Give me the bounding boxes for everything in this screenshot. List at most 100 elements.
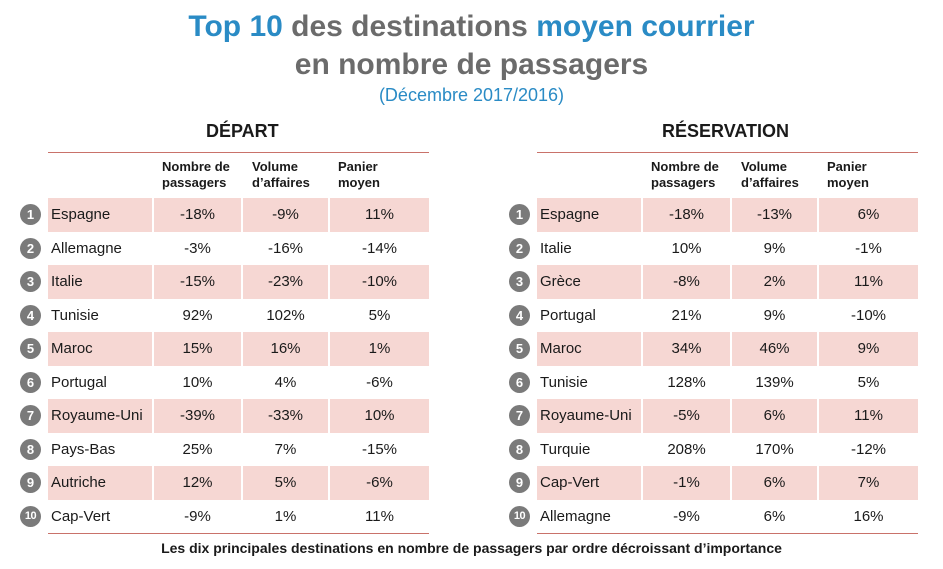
reservation-table: Nombre de passagers Volume d’affaires Pani… — [509, 152, 918, 534]
data-value: -39% — [179, 407, 216, 424]
data-value: 46% — [759, 340, 790, 357]
row-highlight — [537, 332, 641, 366]
row-highlight — [537, 399, 641, 433]
data-value: -1% — [855, 239, 882, 257]
row-highlight — [819, 332, 918, 366]
table-row: 1 Espagne -18% -13% 6% — [509, 198, 918, 232]
rank-badge: 6 — [20, 371, 41, 393]
row-highlight — [732, 332, 817, 366]
row-highlight — [48, 466, 152, 500]
rank-badge: 10 — [509, 505, 530, 527]
row-highlight — [537, 265, 641, 299]
rank-badge: 5 — [20, 338, 41, 359]
country-name: Turquie — [540, 440, 591, 458]
data-value: -15% — [179, 273, 216, 290]
data-value: 15% — [182, 340, 213, 357]
rank-badge: 9 — [20, 472, 41, 493]
row-highlight — [819, 466, 918, 500]
depart-bottom-rule — [48, 533, 429, 534]
table-row: 8 Turquie 208% 170% -12% — [509, 433, 918, 467]
data-value: 1% — [274, 507, 297, 525]
reservation-column-headers: Nombre de passagers Volume d’affaires Pani… — [537, 153, 918, 198]
data-value: 6% — [857, 206, 880, 223]
row-highlight — [643, 399, 730, 433]
country-name: Maroc — [540, 340, 582, 357]
data-value: 5% — [368, 306, 391, 324]
country-name: Royaume-Uni — [540, 407, 632, 424]
data-value: 11% — [854, 407, 883, 424]
reservation-bottom-rule — [537, 533, 918, 534]
data-value: -33% — [267, 407, 304, 424]
depart-table: Nombre de passagers Volume d’affaires Pani… — [20, 152, 429, 534]
table-row: 1 Espagne -18% -9% 11% — [20, 198, 429, 232]
country-name: Cap-Vert — [51, 507, 111, 525]
table-row: 5 Maroc 15% 16% 1% — [20, 332, 429, 366]
row-highlight — [330, 466, 429, 500]
rank-badge: 7 — [20, 405, 41, 426]
table-row: 4 Tunisie 92% 102% 5% — [20, 299, 429, 333]
data-value: -10% — [850, 306, 887, 324]
data-value: 11% — [365, 507, 394, 525]
data-value: 4% — [274, 373, 297, 391]
country-name: Italie — [540, 239, 572, 257]
row-highlight — [154, 332, 241, 366]
data-value: 34% — [671, 340, 702, 357]
depart-column-headers: Nombre de passagers Volume d’affaires Pani… — [48, 153, 429, 198]
rank-badge: 4 — [509, 304, 530, 326]
row-highlight — [643, 265, 730, 299]
row-highlight — [819, 265, 918, 299]
rank-badge: 6 — [509, 371, 530, 393]
table-row: 9 Cap-Vert -1% 6% 7% — [509, 466, 918, 500]
depart-title: DÉPART — [206, 121, 279, 141]
country-name: Espagne — [51, 206, 111, 223]
data-value: -8% — [673, 273, 700, 290]
data-value: 25% — [182, 440, 213, 458]
table-row: 6 Portugal 10% 4% -6% — [20, 366, 429, 400]
row-highlight — [243, 399, 328, 433]
data-value: -12% — [850, 440, 887, 458]
data-value: 1% — [368, 340, 391, 357]
country-name: Pays-Bas — [51, 440, 116, 458]
data-value: -9% — [673, 507, 700, 525]
data-value: 170% — [755, 440, 794, 458]
data-value: -9% — [272, 206, 299, 223]
rank-badge: 2 — [20, 237, 41, 259]
data-value: -16% — [267, 239, 304, 257]
row-highlight — [819, 399, 918, 433]
data-value: 10% — [182, 373, 213, 391]
rank-badge: 1 — [509, 204, 530, 225]
row-highlight — [732, 399, 817, 433]
data-value: 16% — [853, 507, 884, 525]
country-name: Tunisie — [51, 306, 99, 324]
rank-badge: 9 — [509, 472, 530, 493]
row-highlight — [643, 466, 730, 500]
row-highlight — [154, 466, 241, 500]
row-highlight — [732, 198, 817, 232]
row-highlight — [48, 332, 152, 366]
data-value: 5% — [857, 373, 880, 391]
reservation-title: RÉSERVATION — [662, 121, 790, 141]
row-highlight — [243, 466, 328, 500]
title-part-middle: des destinations — [282, 10, 537, 43]
row-highlight — [243, 265, 328, 299]
country-name: Cap-Vert — [540, 474, 600, 491]
data-value: -1% — [673, 474, 700, 491]
data-value: 10% — [671, 239, 702, 257]
rank-badge: 1 — [20, 204, 41, 225]
rank-badge: 3 — [20, 271, 41, 292]
country-name: Autriche — [51, 474, 107, 491]
data-value: 7% — [857, 474, 880, 491]
row-highlight — [330, 399, 429, 433]
chart-title-line2: en nombre de passagers — [294, 48, 649, 81]
rank-badge: 2 — [509, 237, 530, 259]
data-value: 12% — [182, 474, 213, 491]
row-highlight — [537, 198, 641, 232]
reservation-column-header: Panier moyen — [827, 159, 869, 190]
data-value: 11% — [854, 273, 883, 290]
table-row: 4 Portugal 21% 9% -10% — [509, 299, 918, 333]
row-highlight — [330, 332, 429, 366]
data-value: -13% — [756, 206, 793, 223]
row-highlight — [154, 399, 241, 433]
data-value: -3% — [184, 239, 211, 257]
rank-badge: 7 — [509, 405, 530, 426]
